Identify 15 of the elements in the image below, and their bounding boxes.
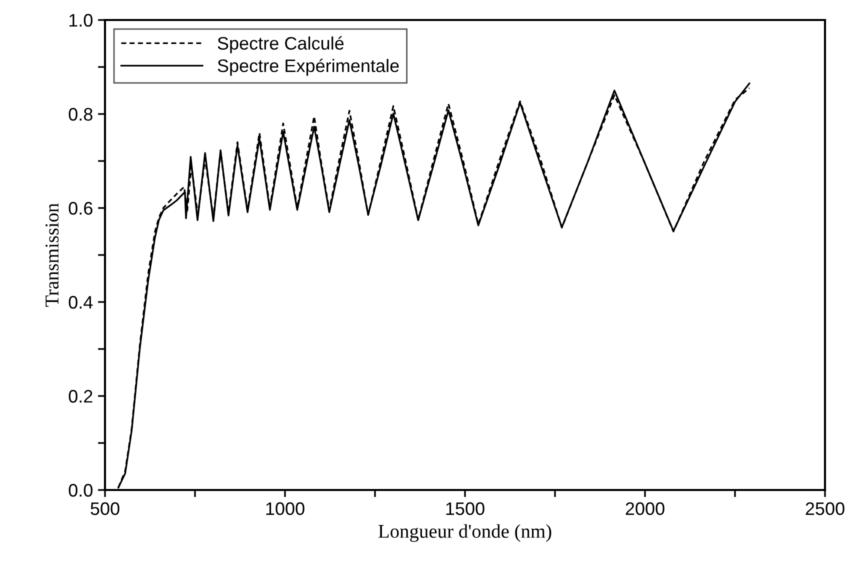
legend-label: Spectre Expérimentale bbox=[218, 58, 399, 76]
y-tick-label: 0.8 bbox=[68, 108, 92, 121]
y-tick-label: 1.0 bbox=[69, 14, 92, 27]
x-tick-label: 500 bbox=[90, 502, 120, 516]
x-tick-label: 1500 bbox=[446, 502, 484, 516]
x-tick-label: 2000 bbox=[626, 502, 664, 516]
y-tick-label: 0.6 bbox=[68, 202, 92, 215]
y-tick-label: 0.4 bbox=[68, 296, 93, 309]
x-tick-label: 1000 bbox=[266, 502, 304, 516]
y-tick-label: 0.2 bbox=[68, 390, 92, 403]
x-axis-title: Longueur d'onde (nm) bbox=[378, 524, 552, 542]
y-tick-label: 0.0 bbox=[68, 484, 92, 497]
legend-label: Spectre Calculé bbox=[218, 36, 344, 54]
x-tick-label: 2500 bbox=[806, 502, 844, 516]
y-axis-title: Transmission bbox=[46, 203, 59, 307]
